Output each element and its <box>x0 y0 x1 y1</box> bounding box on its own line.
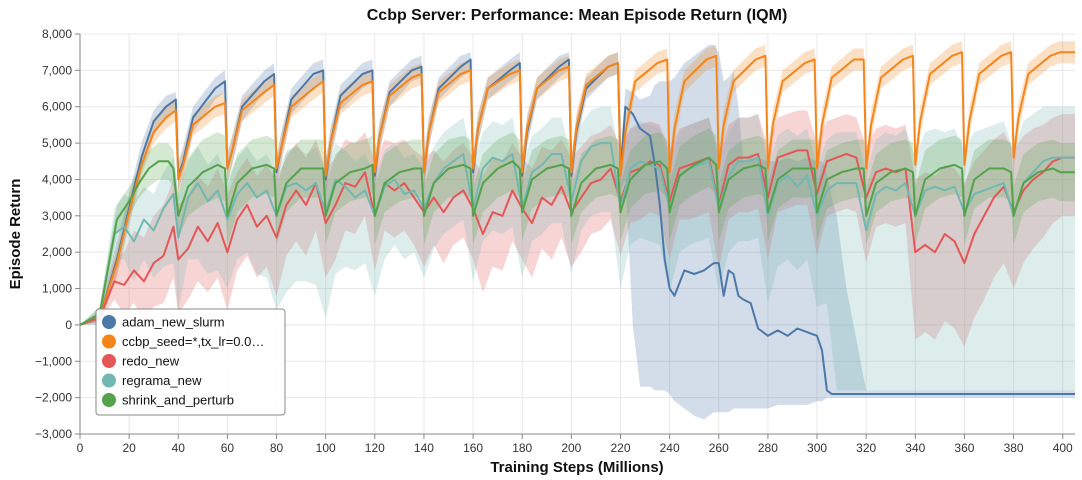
legend-label: ccbp_seed=*,tx_lr=0.0… <box>122 334 264 349</box>
y-axis-title: Episode Return <box>7 179 24 290</box>
x-tick-label: 260 <box>709 441 729 455</box>
series-line <box>79 142 1075 326</box>
legend-swatch <box>102 334 116 349</box>
legend-label: adam_new_slurm <box>122 315 225 330</box>
x-tick-label: 60 <box>221 441 235 455</box>
x-tick-label: 100 <box>316 441 336 455</box>
confidence-band <box>80 110 1075 347</box>
legend-swatch <box>102 354 116 368</box>
y-tick-label: 4,000 <box>42 172 72 186</box>
legend-swatch <box>102 315 116 329</box>
y-tick-label: 1,000 <box>42 282 72 296</box>
confidence-band <box>80 128 1075 325</box>
series-line <box>79 58 1075 395</box>
confidence-band <box>80 44 1075 420</box>
x-tick-label: 80 <box>270 441 284 455</box>
y-tick-label: 6,000 <box>42 100 72 114</box>
legend-swatch <box>102 393 116 407</box>
x-tick-label: 160 <box>463 441 483 455</box>
series-lines <box>79 51 1075 395</box>
x-tick-label: 180 <box>512 441 532 455</box>
x-tick-label: 300 <box>807 441 827 455</box>
legend-label: redo_new <box>122 354 180 369</box>
x-tick-label: 40 <box>172 441 186 455</box>
axes: 0 20 40 60 80 100 120 140 160 180 200 220 240 260 280 3… <box>35 27 1075 455</box>
x-tick-label: 320 <box>856 441 876 455</box>
x-tick-label: 140 <box>414 441 434 455</box>
x-tick-label: 240 <box>660 441 680 455</box>
y-tick-label: −2,000 <box>35 391 72 405</box>
legend-label: regrama_new <box>122 373 202 388</box>
x-tick-label: 0 <box>77 441 84 455</box>
y-tick-label: 3,000 <box>42 209 72 223</box>
y-tick-label: 5,000 <box>42 136 72 150</box>
x-tick-label: 400 <box>1053 441 1073 455</box>
x-tick-label: 120 <box>365 441 385 455</box>
x-tick-label: 220 <box>610 441 630 455</box>
y-tick-label: −3,000 <box>35 427 72 441</box>
x-tick-label: 380 <box>1004 441 1024 455</box>
legend-box <box>95 308 286 416</box>
chart-title: Ccbp Server: Performance: Mean Episode R… <box>367 7 788 24</box>
y-tick-label: −1,000 <box>35 354 72 368</box>
confidence-band <box>80 106 1075 391</box>
x-tick-label: 200 <box>561 441 581 455</box>
series-line <box>79 51 1075 326</box>
y-tick-label: 8,000 <box>42 27 72 41</box>
y-tick-label: 7,000 <box>42 63 72 77</box>
x-tick-label: 340 <box>905 441 925 455</box>
x-tick-label: 280 <box>758 441 778 455</box>
legend: adam_new_slurm ccbp_seed=*,tx_lr=0.0…redo… <box>95 308 286 416</box>
x-tick-label: 20 <box>122 441 136 455</box>
legend-label: shrink_and_perturb <box>122 393 234 408</box>
confidence-band <box>80 41 1075 325</box>
y-tick-label: 0 <box>65 318 72 332</box>
x-tick-label: 360 <box>954 441 974 455</box>
confidence-bands <box>80 41 1075 420</box>
legend-swatch <box>102 373 116 388</box>
series-line <box>79 156 1075 326</box>
y-tick-label: 2,000 <box>42 245 72 259</box>
x-axis-title: Training Steps (Millions) <box>490 459 663 476</box>
